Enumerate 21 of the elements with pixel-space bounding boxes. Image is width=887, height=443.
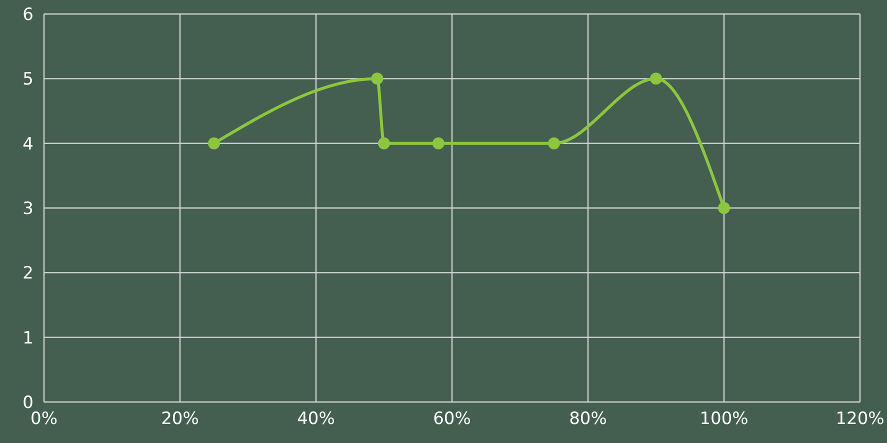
x-tick-label: 60%: [433, 409, 471, 430]
point: [718, 202, 730, 214]
x-tick-label: 100%: [700, 409, 748, 430]
point: [650, 72, 662, 85]
x-tick-label: 0%: [30, 409, 58, 430]
y-tick-label: 5: [22, 70, 34, 90]
x-tick-label: 80%: [569, 409, 607, 430]
y-tick-label: 4: [22, 134, 34, 154]
point: [208, 137, 220, 150]
y-tick-label: 1: [22, 328, 34, 348]
y-tick-label: 2: [22, 264, 34, 284]
y-tick-label: 0: [22, 393, 34, 414]
point: [548, 137, 560, 150]
x-tick-label: 20%: [161, 409, 199, 430]
point: [371, 72, 384, 85]
y-tick-label: 6: [22, 5, 34, 26]
y-tick-label: 3: [22, 199, 34, 220]
x-tick-label: 120%: [836, 409, 884, 430]
point: [378, 137, 390, 150]
x-tick-label: 40%: [297, 409, 335, 430]
point: [432, 137, 444, 150]
